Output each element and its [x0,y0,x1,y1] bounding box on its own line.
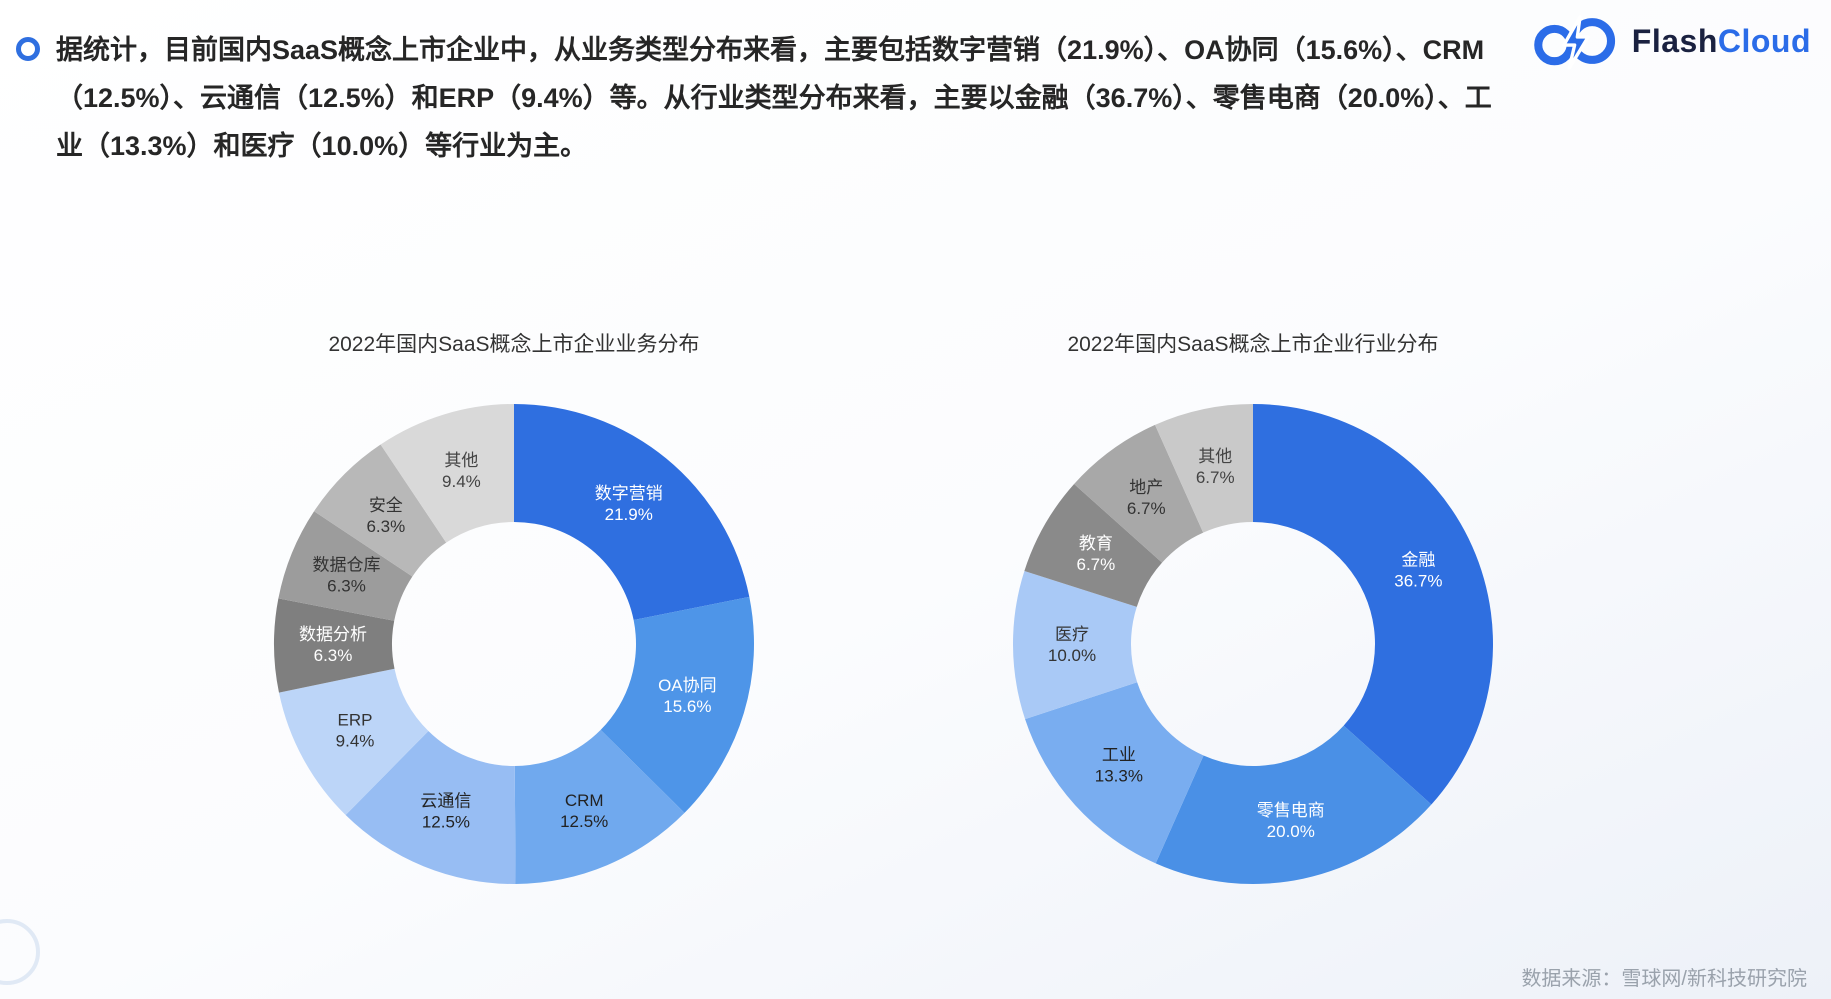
slice-label-其他: 其他 9.4% [442,451,481,491]
industry-distribution-chart: 2022年国内SaaS概念上市企业行业分布 金融 36.7% 零售电商 20.0% 工业… [903,330,1603,900]
slice-label-CRM: CRM 12.5% [560,791,608,831]
chart-title-business: 2022年国内SaaS概念上市企业业务分布 [328,333,700,356]
donut-slice-数据仓库[interactable] [278,511,413,621]
donut-slice-数据分析[interactable] [274,598,395,693]
donut-slice-OA协同[interactable] [600,596,754,813]
intro-block: 据统计，目前国内SaaS概念上市企业中，从业务类型分布来看，主要包括数字营销（2… [16,26,1516,170]
donut-slice-零售电商[interactable] [1155,725,1432,884]
brand-logo[interactable]: FlashCloud [1530,10,1811,72]
donut-slice-云通信[interactable] [345,730,516,885]
slice-label-数据分析: 数据分析 6.3% [299,625,367,665]
slice-label-工业: 工业 13.3% [1095,746,1143,786]
business-distribution-chart: 2022年国内SaaS概念上市企业业务分布 数字营销 21.9% OA协同 15.6%… [164,330,864,900]
slice-label-云通信: 云通信 12.5% [420,792,471,832]
decorative-ring [0,919,40,985]
donut-slice-CRM[interactable] [514,729,685,884]
brand-name: FlashCloud [1632,23,1811,60]
slice-label-安全: 安全 6.3% [366,496,405,536]
donut-slice-地产[interactable] [1074,424,1204,563]
donut-slice-安全[interactable] [314,444,447,577]
brand-name-flash: Flash [1631,22,1718,59]
brand-name-cloud: Cloud [1717,22,1811,59]
slice-label-OA协同: OA协同 15.6% [658,676,717,716]
slice-label-金融: 金融 36.7% [1394,550,1442,590]
donut-slice-ERP[interactable] [278,668,429,816]
bullet-ring-icon [16,37,40,61]
slice-label-医疗: 医疗 10.0% [1048,625,1096,665]
donut-slice-工业[interactable] [1025,682,1204,864]
donut-slice-其他[interactable] [380,404,514,543]
donut-slice-教育[interactable] [1024,484,1163,607]
slice-label-其他: 其他 6.7% [1196,447,1235,487]
donut-chart-industry: 金融 36.7% 零售电商 20.0% 工业 13.3% 医疗 10.0% 教育 6.7% 地产 6.… [1012,404,1493,884]
donut-slice-数字营销[interactable] [514,404,750,621]
slice-label-数据仓库: 数据仓库 6.3% [313,555,381,595]
slice-label-数字营销: 数字营销 21.9% [595,484,663,524]
slice-label-地产: 地产 6.7% [1127,478,1166,518]
chart-title-industry: 2022年国内SaaS概念上市企业行业分布 [1067,333,1439,356]
slice-label-教育: 教育 6.7% [1076,534,1115,574]
cloud-lightning-icon [1533,15,1615,70]
slice-label-零售电商: 零售电商 20.0% [1257,801,1325,841]
intro-text: 据统计，目前国内SaaS概念上市企业中，从业务类型分布来看，主要包括数字营销（2… [56,35,1492,161]
data-source-note: 数据来源：雪球网/新科技研究院 [1521,968,1807,990]
donut-chart-business: 数字营销 21.9% OA协同 15.6% CRM 12.5% 云通信 12.5% ERP 9.4… [274,404,754,885]
slice-label-ERP: ERP 9.4% [336,711,375,751]
donut-slice-医疗[interactable] [1012,570,1138,720]
donut-slice-金融[interactable] [1253,404,1493,805]
donut-slice-其他[interactable] [1155,404,1253,533]
